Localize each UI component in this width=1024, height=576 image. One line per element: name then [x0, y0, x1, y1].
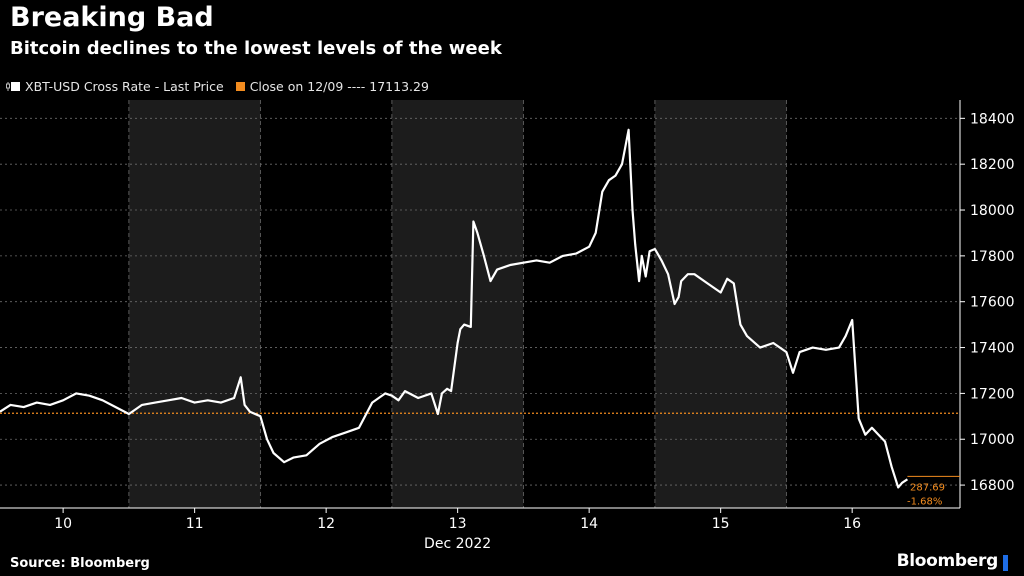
- x-axis-label: Dec 2022: [424, 536, 491, 552]
- brand-accent-bar: [1003, 555, 1008, 571]
- x-tick-label: 11: [186, 516, 204, 532]
- end-change-pct-label: -1.68%: [907, 496, 942, 507]
- weekend-shading: [128, 100, 787, 508]
- y-axis-ticks: 16800 17000 17200 17400 17600 17800 18000 18200…: [960, 111, 1015, 494]
- gridlines: [0, 100, 960, 508]
- end-value-labels: 287.69 -1.68%: [907, 475, 960, 507]
- legend-swatch-price: [11, 81, 20, 91]
- x-tick-label: 13: [449, 516, 467, 532]
- price-series: [0, 128, 909, 489]
- candlestick-icon: [6, 81, 10, 91]
- source-note: Source: Bloomberg: [10, 556, 150, 571]
- x-tick-label: 16: [843, 516, 861, 532]
- bloomberg-logo: Bloomberg: [896, 551, 999, 571]
- legend-item-close: Close on 12/09 ---- 17113.29: [235, 78, 429, 94]
- x-tick-label: 15: [712, 516, 730, 532]
- shaded-period: [654, 100, 787, 508]
- y-tick-label: 18000: [970, 203, 1015, 219]
- legend-label-price: XBT-USD Cross Rate - Last Price: [25, 78, 224, 94]
- chart-title: Breaking Bad: [10, 2, 214, 33]
- x-tick-label: 12: [317, 516, 335, 532]
- y-tick-label: 17800: [970, 249, 1015, 265]
- x-tick-label: 14: [580, 516, 598, 532]
- shaded-period: [128, 100, 261, 508]
- y-tick-label: 17000: [970, 432, 1015, 448]
- y-tick-label: 17200: [970, 386, 1015, 402]
- legend-item-price: XBT-USD Cross Rate - Last Price: [6, 79, 224, 94]
- x-tick-label: 10: [54, 516, 72, 532]
- end-change-label: 287.69: [910, 482, 945, 493]
- legend-label-close: Close on 12/09 ---- 17113.29: [249, 78, 429, 94]
- price-line: [0, 128, 909, 489]
- y-tick-label: 17400: [970, 341, 1015, 357]
- axes: [0, 100, 961, 509]
- y-tick-label: 16800: [970, 478, 1015, 494]
- chart-subtitle: Bitcoin declines to the lowest levels of…: [10, 38, 502, 59]
- y-tick-label: 17600: [970, 295, 1015, 311]
- chart-legend: XBT-USD Cross Rate - Last Price Close on…: [6, 77, 441, 95]
- x-axis-ticks: 10 11 12 13 14 15 16 Dec 2022: [54, 508, 861, 552]
- y-tick-label: 18400: [970, 111, 1015, 127]
- legend-swatch-close: [235, 81, 245, 91]
- shaded-period: [391, 100, 524, 508]
- y-tick-label: 18200: [970, 157, 1015, 173]
